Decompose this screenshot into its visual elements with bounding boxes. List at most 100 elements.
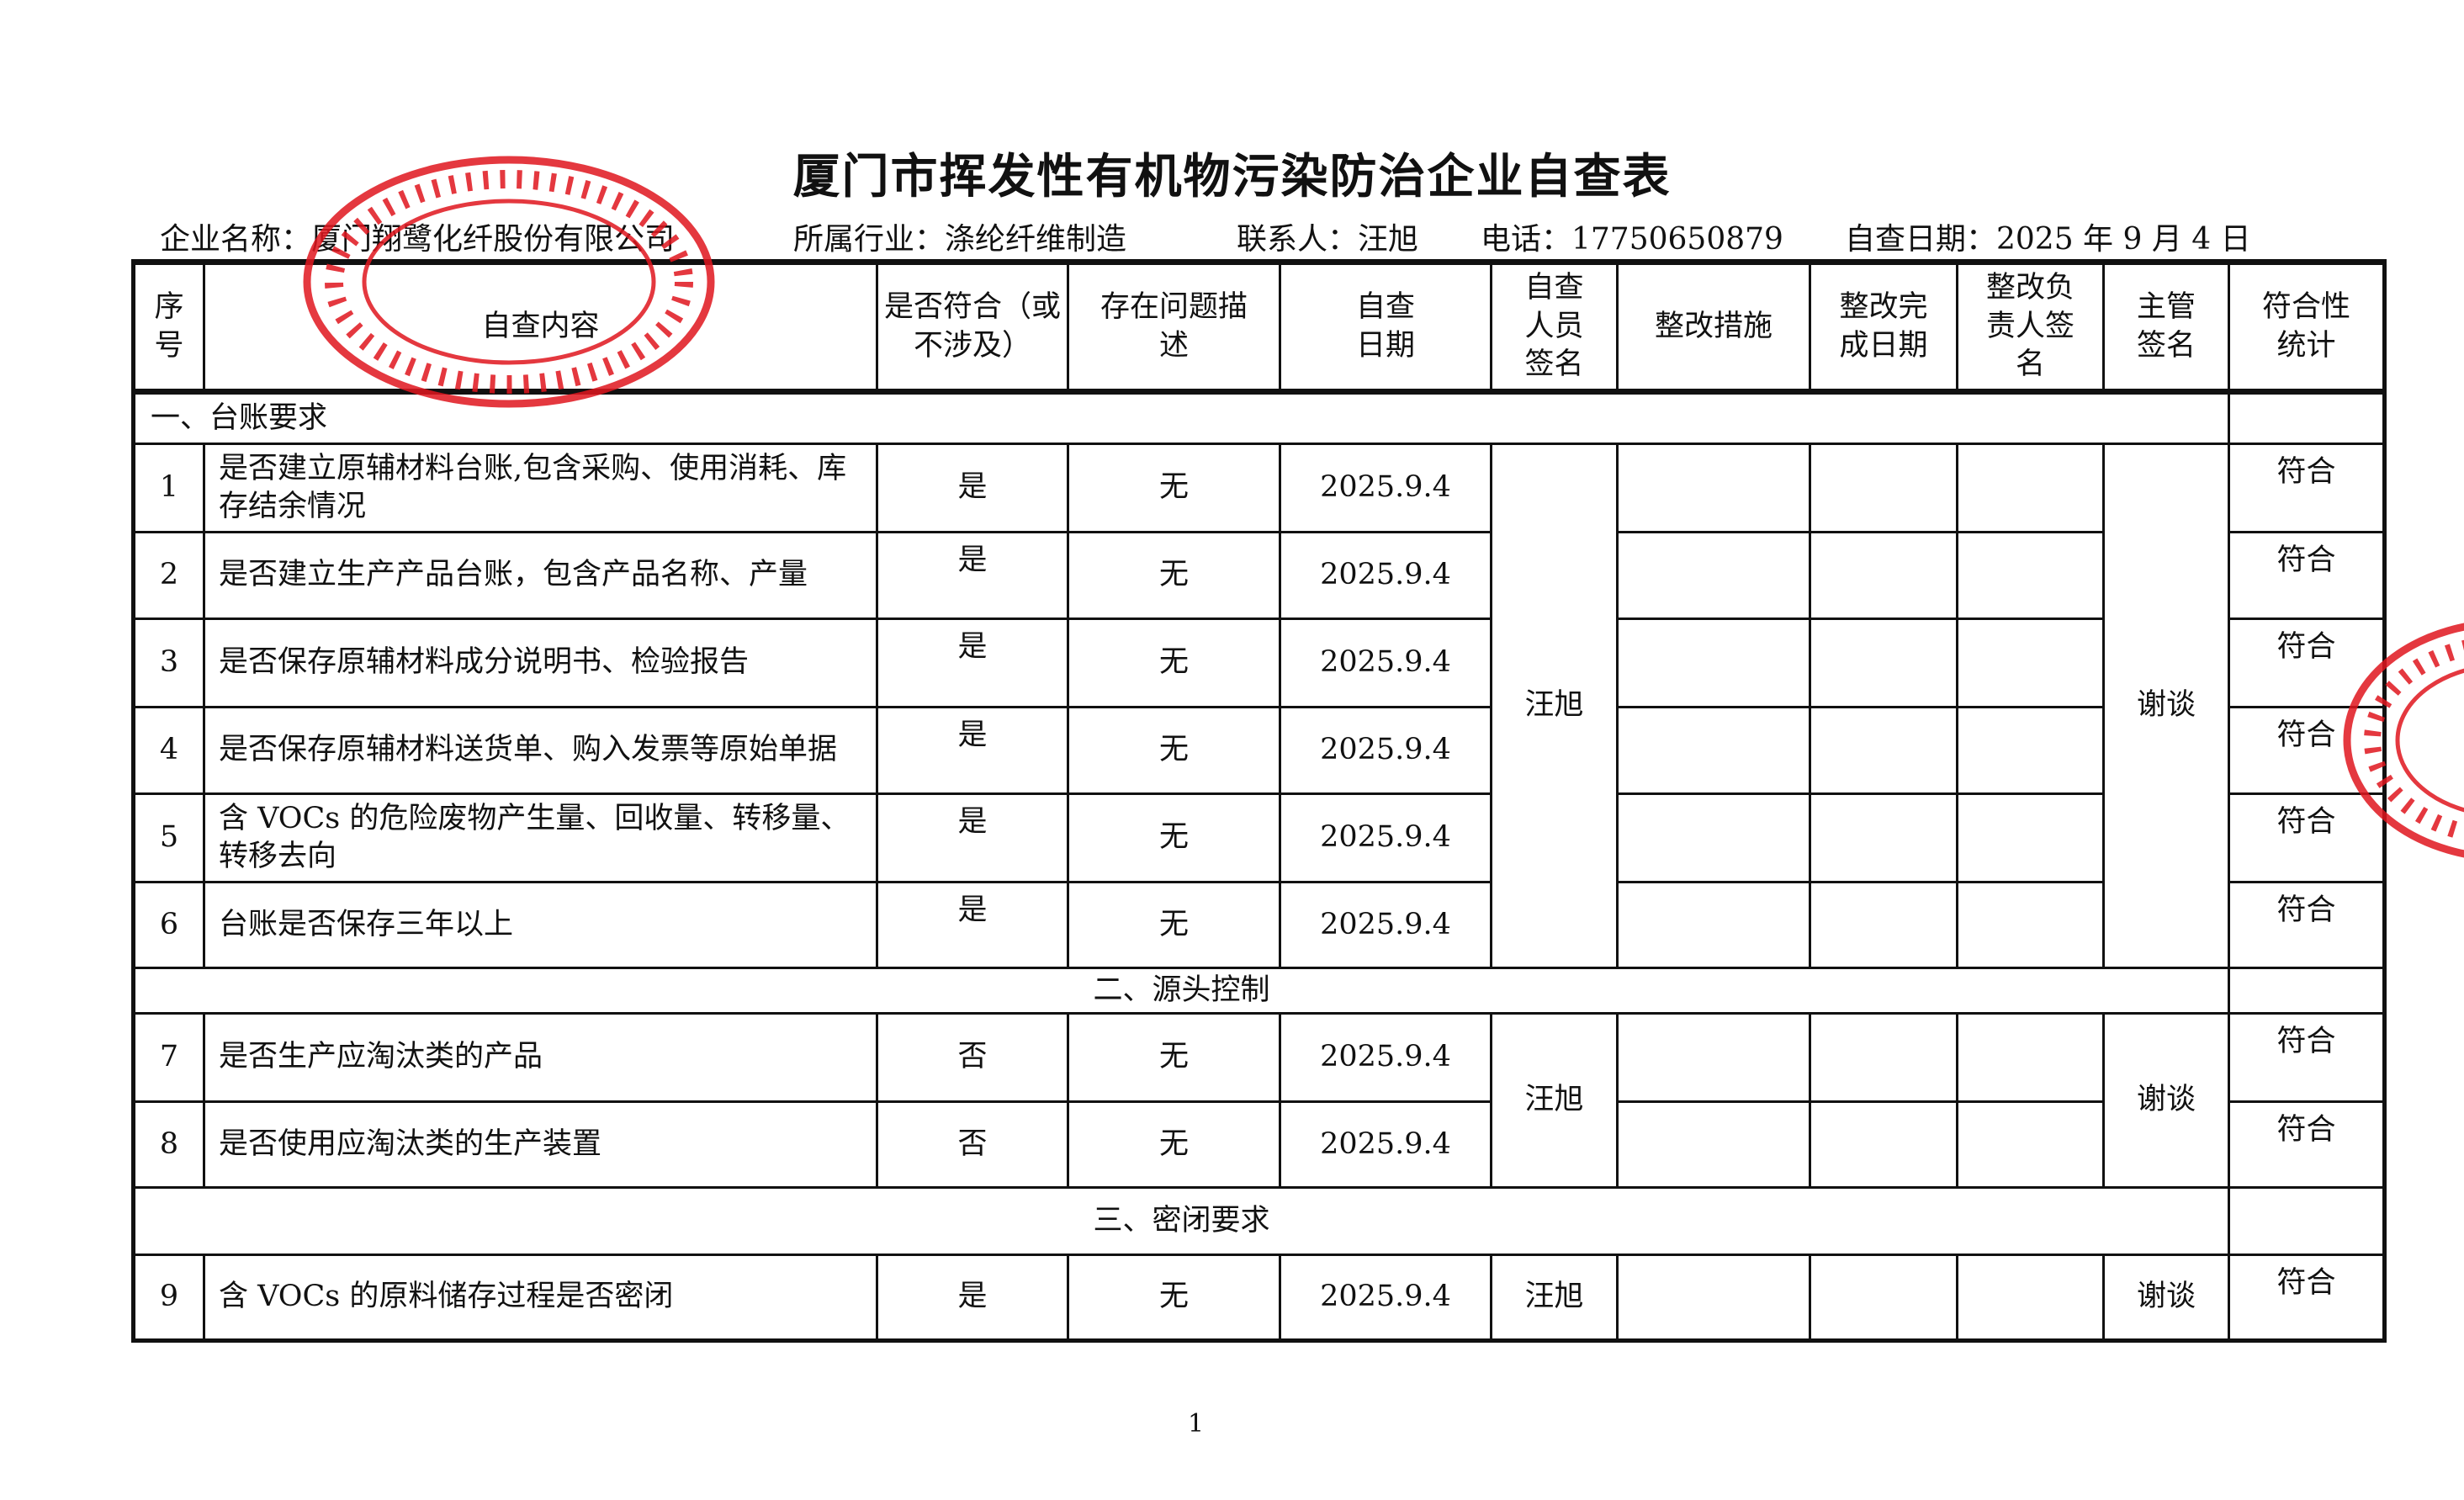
comply-value: 是 bbox=[876, 706, 1069, 795]
check-date-cell: 2025.9.4 bbox=[1279, 1254, 1492, 1343]
check-date-cell: 2025.9.4 bbox=[1279, 881, 1492, 969]
rectification-date bbox=[1809, 706, 1958, 795]
supervisor-signature: 谢谈 bbox=[2102, 1254, 2230, 1343]
comply-value: 是 bbox=[876, 792, 1069, 883]
row-number: 5 bbox=[131, 792, 205, 883]
section-row: 二、源头控制 bbox=[131, 967, 2387, 1015]
table-row: 6 台账是否保存三年以上是无 2025.9.4 符合 bbox=[131, 881, 2387, 969]
rectification-date bbox=[1809, 1100, 1958, 1189]
check-item: 是否建立生产产品台账，包含产品名称、产量 bbox=[203, 531, 878, 620]
self-check-table: 序号 自查内容 是否符合（或不涉及） 存在问题描述 自查日期 自查人员签名 整改… bbox=[131, 259, 2387, 1343]
section-title: 三、密闭要求 bbox=[131, 1186, 2230, 1256]
compliance-result: 符合 bbox=[2228, 1100, 2387, 1189]
check-item: 是否保存原辅材料送货单、购入发票等原始单据 bbox=[203, 706, 878, 795]
comply-value: 是 bbox=[876, 881, 1069, 969]
rectification-measure bbox=[1616, 1100, 1811, 1189]
compliance-result: 符合 bbox=[2228, 1254, 2387, 1343]
issue-description: 无 bbox=[1067, 443, 1281, 533]
check-item: 含 VOCs 的原料储存过程是否密闭 bbox=[203, 1254, 878, 1343]
rectification-measure bbox=[1616, 617, 1811, 708]
row-number: 1 bbox=[131, 443, 205, 533]
rectification-owner bbox=[1956, 1012, 2105, 1103]
supervisor-signature: 谢谈 bbox=[2102, 443, 2230, 969]
compliance-result: 符合 bbox=[2228, 617, 2387, 708]
check-date-cell: 2025.9.4 bbox=[1279, 1012, 1492, 1103]
rectification-owner bbox=[1956, 443, 2105, 533]
section-title: 二、源头控制 bbox=[131, 967, 2230, 1015]
company-label-text: 企业名称： bbox=[160, 222, 312, 257]
comply-value: 是 bbox=[876, 443, 1069, 533]
document-title: 厦门市挥发性有机物污染防治企业自查表 bbox=[792, 149, 1672, 204]
col-header: 存在问题描述 bbox=[1067, 259, 1281, 395]
comply-value: 是 bbox=[876, 617, 1069, 708]
row-number: 9 bbox=[131, 1254, 205, 1343]
compliance-result: 符合 bbox=[2228, 1012, 2387, 1103]
compliance-result: 符合 bbox=[2228, 881, 2387, 969]
rectification-owner bbox=[1956, 531, 2105, 620]
section-row: 一、台账要求 bbox=[131, 390, 2387, 445]
compliance-result: 符合 bbox=[2228, 706, 2387, 795]
check-item: 含 VOCs 的危险废物产生量、回收量、转移量、转移去向 bbox=[203, 792, 878, 883]
contact: 联系人：汪旭 bbox=[1237, 222, 1419, 257]
rectification-owner bbox=[1956, 1100, 2105, 1189]
phone: 电话：17750650879 bbox=[1481, 222, 1783, 257]
rectification-date bbox=[1809, 443, 1958, 533]
rectification-measure bbox=[1616, 706, 1811, 795]
issue-description: 无 bbox=[1067, 1012, 1281, 1103]
rectification-date bbox=[1809, 792, 1958, 883]
company-label: 企业名称：厦门翔鹭化纤股份有限公司 bbox=[160, 215, 675, 258]
issue-description: 无 bbox=[1067, 881, 1281, 969]
result-blank bbox=[2228, 390, 2387, 445]
rectification-date bbox=[1809, 531, 1958, 620]
rectification-date bbox=[1809, 1012, 1958, 1103]
table-row: 2 是否建立生产产品台账，包含产品名称、产量是无 2025.9.4 符合 bbox=[131, 531, 2387, 620]
row-number: 4 bbox=[131, 706, 205, 795]
inspector-signature: 汪旭 bbox=[1490, 1012, 1619, 1189]
inspector-signature: 汪旭 bbox=[1490, 443, 1619, 969]
inspector-signature: 汪旭 bbox=[1490, 1254, 1619, 1343]
issue-description: 无 bbox=[1067, 531, 1281, 620]
issue-description: 无 bbox=[1067, 1100, 1281, 1189]
row-number: 7 bbox=[131, 1012, 205, 1103]
col-header: 是否符合（或不涉及） bbox=[876, 259, 1069, 395]
col-header: 自查人员签名 bbox=[1490, 259, 1619, 395]
comply-value: 否 bbox=[876, 1012, 1069, 1103]
check-date-cell: 2025.9.4 bbox=[1279, 443, 1492, 533]
comply-value: 否 bbox=[876, 1100, 1069, 1189]
check-item: 是否保存原辅材料成分说明书、检验报告 bbox=[203, 617, 878, 708]
table-row: 7 是否生产应淘汰类的产品否无 2025.9.4 汪旭 谢谈 符合 bbox=[131, 1012, 2387, 1189]
table-row: 1 是否建立原辅材料台账,包含采购、使用消耗、库存结余情况是无 2025.9.4 汪旭… bbox=[131, 443, 2387, 969]
rectification-owner bbox=[1956, 1254, 2105, 1343]
table-row: 3 是否保存原辅材料成分说明书、检验报告是无 2025.9.4 符合 bbox=[131, 617, 2387, 708]
page-number: 1 bbox=[1188, 1409, 1205, 1439]
comply-value: 是 bbox=[876, 1254, 1069, 1343]
check-item: 是否使用应淘汰类的生产装置 bbox=[203, 1100, 878, 1189]
rectification-owner bbox=[1956, 617, 2105, 708]
table-row: 8 是否使用应淘汰类的生产装置否无 2025.9.4 符合 bbox=[131, 1100, 2387, 1189]
issue-description: 无 bbox=[1067, 617, 1281, 708]
check-date-cell: 2025.9.4 bbox=[1279, 617, 1492, 708]
rectification-measure bbox=[1616, 443, 1811, 533]
check-item: 是否生产应淘汰类的产品 bbox=[203, 1012, 878, 1103]
col-header: 自查内容 bbox=[203, 259, 878, 395]
row-number: 6 bbox=[131, 881, 205, 969]
col-header: 整改措施 bbox=[1616, 259, 1811, 395]
rectification-date bbox=[1809, 1254, 1958, 1343]
check-date-cell: 2025.9.4 bbox=[1279, 792, 1492, 883]
check-date-cell: 2025.9.4 bbox=[1279, 706, 1492, 795]
compliance-result: 符合 bbox=[2228, 792, 2387, 883]
compliance-result: 符合 bbox=[2228, 531, 2387, 620]
col-header: 自查日期 bbox=[1279, 259, 1492, 395]
header-row: 序号 自查内容 是否符合（或不涉及） 存在问题描述 自查日期 自查人员签名 整改… bbox=[131, 259, 2387, 395]
check-item: 台账是否保存三年以上 bbox=[203, 881, 878, 969]
col-header: 序号 bbox=[131, 259, 205, 395]
section-row: 三、密闭要求 bbox=[131, 1186, 2387, 1256]
row-number: 2 bbox=[131, 531, 205, 620]
row-number: 3 bbox=[131, 617, 205, 708]
check-item: 是否建立原辅材料台账,包含采购、使用消耗、库存结余情况 bbox=[203, 443, 878, 533]
check-date: 自查日期：2025 年 9 月 4 日 bbox=[1845, 222, 2251, 257]
supervisor-signature: 谢谈 bbox=[2102, 1012, 2230, 1189]
table-row: 4 是否保存原辅材料送货单、购入发票等原始单据是无 2025.9.4 符合 bbox=[131, 706, 2387, 795]
rectification-measure bbox=[1616, 881, 1811, 969]
